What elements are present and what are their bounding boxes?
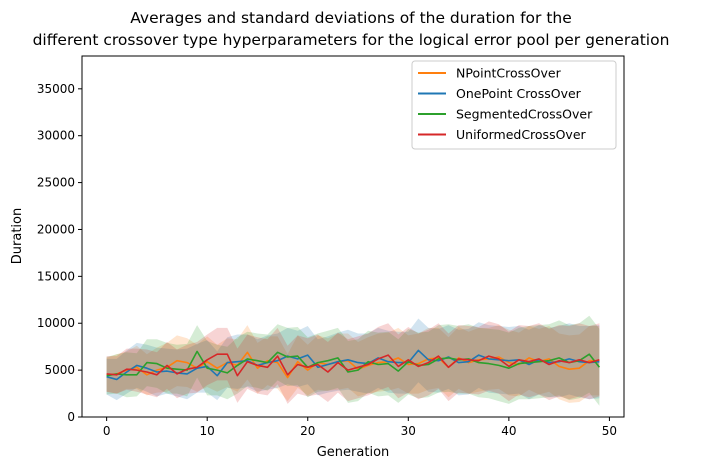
legend-label-0: NPointCrossOver: [456, 66, 562, 81]
legend-label-1: OnePoint CrossOver: [456, 86, 582, 101]
x-tick-label: 0: [103, 424, 111, 438]
x-tick-label: 40: [501, 424, 516, 438]
x-tick-label: 10: [200, 424, 215, 438]
y-tick-label: 10000: [37, 316, 75, 330]
y-axis-label: Duration: [10, 208, 25, 264]
mean-line-2: [106, 350, 601, 377]
std-band-3: [106, 321, 600, 404]
x-axis-label: Generation: [317, 445, 390, 460]
x-tick-label: 20: [300, 424, 315, 438]
mean-lines: [106, 349, 601, 381]
legend-box: [411, 60, 617, 150]
chart-title-line1: Averages and standard deviations of the …: [130, 9, 572, 27]
legend: NPointCrossOver OnePoint CrossOver Segment…: [411, 60, 617, 150]
y-tick-label: 25000: [37, 176, 75, 190]
legend-label-2: SegmentedCrossOver: [456, 107, 593, 122]
y-tick-label: 20000: [37, 222, 75, 236]
y-tick-label: 30000: [37, 129, 75, 143]
x-tick-label: 30: [401, 424, 416, 438]
y-tick-label: 35000: [37, 82, 75, 96]
x-tick-label: 50: [602, 424, 617, 438]
x-axis-ticks: 0 10 20 30 40 50: [103, 417, 617, 438]
plot-frame: [81, 55, 625, 418]
y-axis-ticks: 0 5000 10000 15000 20000 25000 30000 35000: [37, 82, 82, 424]
legend-label-3: UniformedCrossOver: [456, 127, 587, 142]
chart-title-line2: different crossover type hyperparameters…: [33, 31, 670, 49]
std-band-1: [106, 318, 600, 401]
y-tick-label: 0: [67, 410, 75, 424]
y-tick-label: 5000: [44, 363, 75, 377]
mean-line-3: [106, 353, 600, 377]
y-tick-label: 15000: [37, 269, 75, 283]
